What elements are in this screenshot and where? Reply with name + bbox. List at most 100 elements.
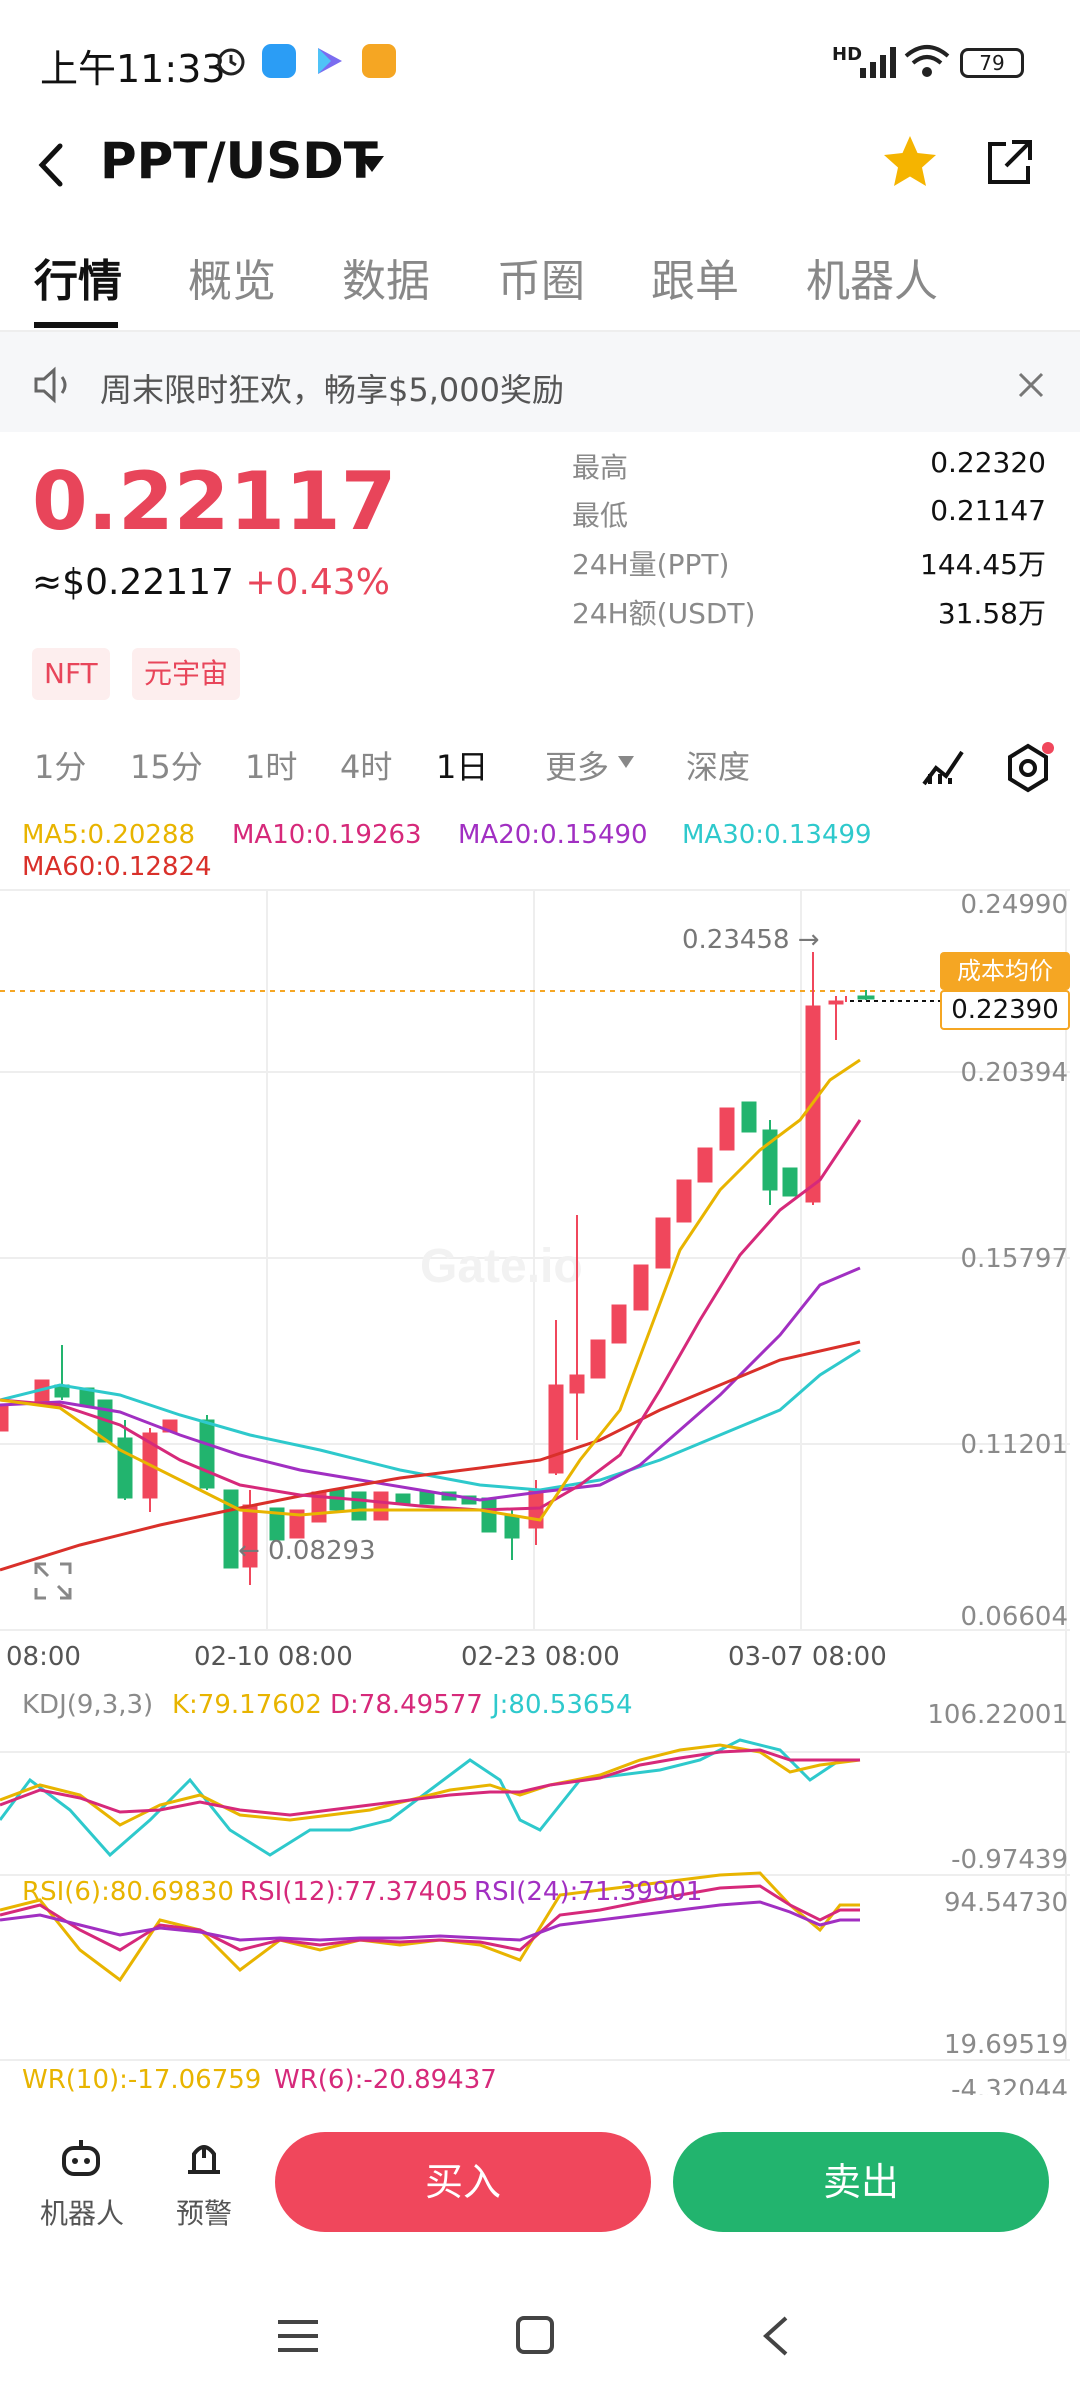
timeframe-15m[interactable]: 15分 [130,748,203,786]
high-price-label: 0.23458 → [682,925,820,955]
ma5-legend: MA5:0.20288 [22,820,196,850]
price-change: +0.43% [245,562,390,603]
menu-icon[interactable] [276,2316,320,2356]
timeframe-1h[interactable]: 1时 [245,748,298,786]
kdj-j-value: J:80.53654 [492,1690,633,1720]
kdj-bottom-value: -0.97439 [951,1845,1068,1875]
ma-lines [0,1058,862,1572]
stat-turnover-value: 31.58万 [937,597,1046,630]
y-tick-5: 0.06604 [960,1602,1068,1632]
ma10-line [0,1119,862,1512]
wr10-value: WR(10):-17.06759 [22,2065,262,2095]
kdj-title: KDJ(9,3,3) [22,1690,154,1720]
timeframe-depth[interactable]: 深度 [686,748,751,786]
rsi-bottom-value: 19.69519 [943,2030,1068,2060]
cost-average-label: 成本均价 [940,952,1070,990]
rsi24-line [0,1900,860,1942]
x-tick-4: 03-07 08:00 [728,1642,887,1672]
tab-copy-trade[interactable]: 跟单 [651,256,739,307]
kdj-lines [0,1738,861,1858]
ma10-legend: MA10:0.19263 [232,820,422,850]
fullscreen-icon[interactable] [34,1562,72,1600]
ma20-line [0,1266,861,1502]
timeframe-more[interactable]: 更多 [545,748,610,786]
back-arrow-icon[interactable] [32,140,72,190]
sell-button[interactable]: 卖出 [673,2132,1049,2232]
ma30-legend: MA30:0.13499 [682,820,872,850]
play-store-icon [318,48,342,74]
divider [0,330,1080,332]
timeframe-4h[interactable]: 4时 [340,748,393,786]
ma5-line [0,1058,861,1522]
timeframe-1m[interactable]: 1分 [34,748,87,786]
tag-nft[interactable]: NFT [32,648,110,700]
ma60-line [0,1340,861,1572]
cost-average-value: 0.22390 [940,990,1070,1030]
more-dropdown-icon[interactable] [616,754,636,770]
banner-text[interactable]: 周末限时狂欢，畅享$5,000奖励 [100,371,564,409]
share-icon[interactable] [982,136,1036,190]
app-notification-icon [262,44,296,78]
active-tab-indicator [34,322,118,328]
tab-data[interactable]: 数据 [342,256,430,307]
ma30-line [0,1348,861,1492]
stat-volume-label: 24H量(PPT) [572,548,730,581]
promo-banner[interactable] [0,332,1080,432]
ma20-legend: MA20:0.15490 [458,820,648,850]
robot-icon[interactable] [56,2134,106,2184]
tab-overview[interactable]: 概览 [188,256,276,307]
low-price-label: ← 0.08293 [238,1536,376,1566]
y-tick-1: 0.24990 [960,890,1068,920]
signal-icon [860,47,896,78]
system-back-icon[interactable] [758,2314,794,2358]
kdj-d-line [0,1748,860,1817]
watermark: Gate.io [420,1240,583,1293]
kdj-j-line [0,1738,860,1858]
robot-label[interactable]: 机器人 [40,2197,125,2230]
pair-dropdown-icon[interactable] [358,152,386,176]
tab-market[interactable]: 行情 [34,256,122,307]
x-tick-2: 02-10 08:00 [194,1642,353,1672]
y-tick-3: 0.15797 [960,1244,1068,1274]
status-bar: 上午11:33 HD 79 [0,0,1080,120]
stat-volume-value: 144.45万 [920,548,1046,581]
stat-high-value: 0.22320 [930,446,1046,479]
chart-indicator-icon[interactable] [920,744,966,790]
price-usd-row: ≈$0.22117 +0.43% [32,562,390,603]
chart-settings-gear-icon[interactable] [1000,740,1056,796]
tab-bot[interactable]: 机器人 [806,256,938,307]
candlestick-chart[interactable]: Gate.io [0,880,1080,2140]
home-icon[interactable] [514,2314,556,2356]
status-time: 上午11:33 [40,47,226,91]
rsi6-value: RSI(6):80.69830 [22,1877,234,1907]
stat-high-label: 最高 [572,451,629,484]
buy-button[interactable]: 买入 [275,2132,651,2232]
alert-label[interactable]: 预警 [176,2197,233,2230]
wifi-icon [904,45,950,77]
tag-metaverse[interactable]: 元宇宙 [132,648,241,700]
battery-indicator: 79 [960,48,1024,78]
ma60-legend: MA60:0.12824 [22,852,212,882]
rsi24-value: RSI(24):71.39901 [474,1877,703,1907]
kdj-k-value: K:79.17602 [172,1690,322,1720]
price-usd: ≈$0.22117 [32,562,234,603]
stat-low-value: 0.21147 [930,494,1046,527]
wr6-value: WR(6):-20.89437 [274,2065,497,2095]
stat-turnover-label: 24H额(USDT) [572,597,756,630]
network-type: HD [832,44,863,65]
last-price: 0.22117 [32,455,397,548]
tab-community[interactable]: 币圈 [497,256,585,307]
speaker-icon [34,366,67,404]
close-icon[interactable] [1016,370,1046,400]
rsi-top-value: 94.54730 [943,1888,1068,1918]
chart-grid [0,889,1070,2061]
rsi12-value: RSI(12):77.37405 [240,1877,469,1907]
pair-title[interactable]: PPT/USDT [100,132,378,190]
alert-bell-icon[interactable] [180,2132,228,2182]
kdj-top-value: 106.22001 [927,1700,1068,1730]
y-tick-4: 0.11201 [960,1430,1068,1460]
timeframe-1d[interactable]: 1日 [436,748,489,786]
favorite-star-icon[interactable] [880,132,940,192]
rsi-lines [0,1871,860,1983]
